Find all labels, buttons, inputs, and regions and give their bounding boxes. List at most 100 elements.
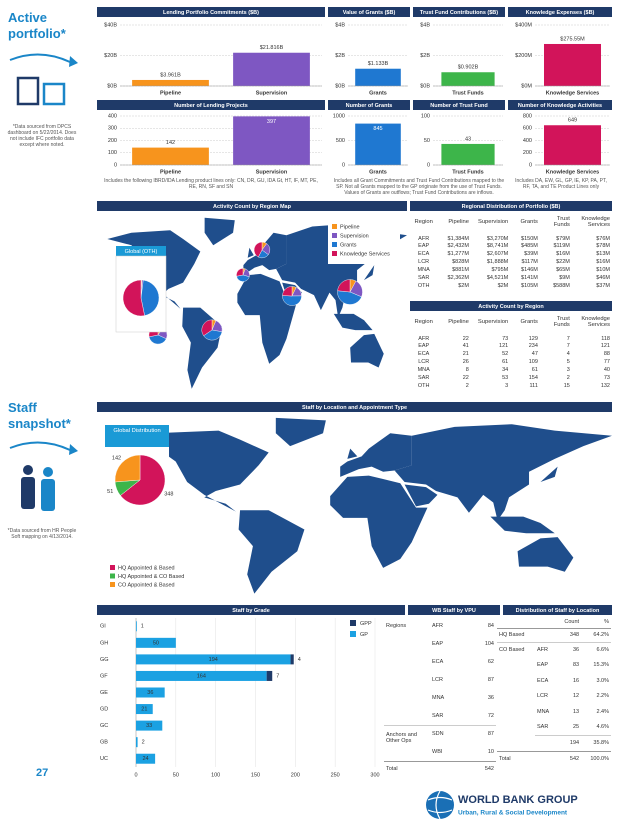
y-tick-label: $4B — [335, 22, 345, 28]
table-cell: 22 — [462, 335, 469, 342]
y-tick-label: UC — [100, 756, 108, 762]
table-cell: 3.0% — [596, 677, 609, 684]
y-tick-label: $0M — [521, 83, 532, 89]
table-cell: SAR — [418, 375, 430, 381]
y-tick-label: 200 — [108, 138, 117, 144]
table-cell: 64.2% — [593, 632, 609, 638]
table-cell: ECA — [418, 351, 430, 357]
table-row: EAP 41 121 234 7 121 — [410, 342, 612, 350]
section-header-text: WB Staff by VPU — [432, 608, 476, 614]
data-table: Region Pipeline Supervision Grants Trust Fun… — [410, 212, 612, 290]
table-cell: 84 — [487, 623, 494, 629]
data-label: 845 — [373, 126, 382, 132]
section-header-text: Distribution of Staff by Location — [516, 608, 600, 614]
y-tick-label: GG — [100, 657, 109, 663]
table-header-cell: Supervision — [477, 319, 509, 326]
table-row: SAR $2,362M $4,521M $141M $9M $46M — [410, 274, 612, 282]
x-tick-label: 150 — [251, 772, 260, 778]
y-tick-label: $2B — [420, 53, 430, 59]
y-tick-label: 500 — [336, 138, 345, 144]
table-cell: 73 — [502, 335, 509, 342]
bar-segment — [266, 670, 273, 681]
source-note: *Data sourced from HR People Soft mappin… — [7, 528, 77, 540]
arrow-head — [69, 56, 78, 67]
table-cell — [535, 617, 556, 628]
legend-swatch — [332, 242, 337, 247]
y-tick-label: 1000 — [333, 113, 345, 119]
table-cell: SAR — [418, 275, 430, 281]
y-tick-label: GE — [100, 690, 108, 696]
table-cell: 61 — [502, 359, 509, 365]
table-cell: 4 — [566, 351, 570, 357]
table-header-cell: Trust Funds — [553, 316, 570, 329]
table-header-cell: Trust Funds — [553, 216, 570, 229]
table-cell: $4,521M — [486, 275, 509, 281]
table-cell: MNA — [432, 695, 445, 701]
data-label: $3.961B — [160, 72, 181, 78]
bar — [132, 79, 209, 86]
land — [363, 265, 375, 281]
table-cell: 4.6% — [596, 724, 609, 730]
x-tick-label: 0 — [134, 772, 137, 778]
table-cell — [497, 617, 535, 628]
legend-swatch — [110, 565, 115, 570]
pie-slice — [114, 454, 141, 483]
land — [340, 433, 412, 477]
table-cell: $3,270M — [486, 235, 509, 242]
table-cell: 3 — [505, 383, 509, 389]
section-header — [413, 100, 505, 110]
section-header — [413, 7, 505, 17]
land — [347, 448, 358, 459]
data-label: 2 — [142, 740, 145, 746]
land — [517, 537, 574, 572]
y-tick-label: $2B — [335, 53, 345, 59]
data-label: 43 — [465, 136, 471, 142]
bar — [355, 123, 401, 165]
legend-label: Grants — [340, 242, 357, 248]
legend-label: HQ Appointed & Based — [118, 565, 175, 571]
table-header-row: Region Pipeline Supervision Grants Trust Fun… — [410, 312, 612, 334]
legend-swatch — [110, 573, 115, 579]
table-cell: AFR — [418, 335, 430, 342]
y-tick-label: $0B — [335, 83, 345, 89]
land — [350, 333, 384, 368]
legend-swatch — [110, 582, 115, 587]
pie-title: Global Distribution — [113, 428, 161, 434]
chart-note: Includes DA, EW, GL, GP, IE, KP, PA, PT,… — [515, 178, 607, 190]
table-cell: 121 — [499, 343, 509, 349]
table-row: EAP 83 15.3% — [497, 658, 611, 674]
table-cell: SDN — [432, 731, 444, 738]
table-cell: 542 — [484, 766, 494, 773]
land — [238, 510, 305, 594]
land — [333, 313, 373, 331]
region-pie-slice — [203, 329, 223, 341]
y-tick-label: GF — [100, 673, 108, 679]
data-label: $21.816B — [260, 45, 284, 51]
table-cell: 6.6% — [596, 647, 609, 653]
table-header-row: Count% — [497, 617, 611, 628]
table-cell: $79M — [556, 235, 570, 242]
x-tick-label: 100 — [211, 772, 220, 778]
data-label: 649 — [568, 118, 577, 124]
table-cell: Total — [386, 766, 398, 773]
table-cell: 2.2% — [596, 693, 609, 700]
table-cell: OTH — [417, 383, 430, 389]
x-tick-label: 300 — [370, 772, 379, 778]
bar-segment — [136, 753, 156, 764]
logo-globe — [426, 791, 454, 819]
total-row: Total 542 100.0% — [497, 751, 611, 767]
table-cell — [535, 735, 556, 751]
table-cell: 47 — [531, 351, 538, 357]
table-cell: $16M — [556, 251, 570, 257]
pie-slice — [120, 454, 166, 506]
bar-segment — [136, 637, 176, 648]
bar-segment — [136, 704, 153, 715]
table-cell: 15 — [563, 383, 570, 389]
table-cell: $8,741M — [486, 243, 509, 249]
global-pie-slice — [122, 279, 145, 317]
data-label: 1 — [141, 624, 144, 630]
logo-unit: Urban, Rural & Social Development — [458, 810, 568, 817]
data-label: $275.55M — [560, 36, 585, 42]
table-cell: $119M — [553, 243, 570, 249]
table-cell: LCR — [418, 259, 430, 265]
